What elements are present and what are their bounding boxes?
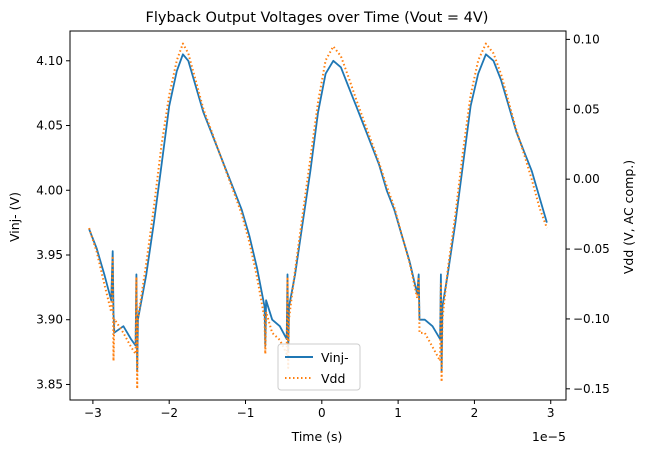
x-tick-label: −3 [84, 406, 102, 420]
y-left-tick-label: 4.05 [36, 119, 63, 133]
x-tick-label: −2 [160, 406, 178, 420]
legend: Vinj- Vdd [277, 343, 361, 391]
y-axis-left-label: Vinj- (V) [7, 192, 22, 242]
legend-label-vdd: Vdd [321, 371, 345, 386]
y-left-tick-label: 3.90 [36, 313, 63, 327]
y-left-tick-label: 3.95 [36, 248, 63, 262]
chart-title: Flyback Output Voltages over Time (Vout … [146, 10, 489, 26]
axes-layer: −3 −2 −1 0 1 2 3 3.85 3.90 3.95 4.00 4.05 4.10 −0.15 −… [36, 30, 610, 420]
plot-frame [69, 30, 567, 401]
x-tick-label: 2 [471, 406, 479, 420]
y-left-tick-label: 4.00 [36, 183, 63, 197]
series-line-vinj [88, 53, 548, 373]
y-right-tick-label: −0.10 [573, 312, 610, 326]
y-left-tick-label: 3.85 [36, 377, 63, 391]
x-axis-offset-label: 1e−5 [532, 429, 566, 444]
x-tick-label: 3 [547, 406, 555, 420]
series-layer [88, 42, 548, 390]
y-right-tick-label: 0.10 [573, 32, 600, 46]
y-left-tick-label: 4.10 [36, 54, 63, 68]
series-line-vdd [88, 42, 548, 390]
x-axis-label: Time (s) [291, 429, 343, 444]
y-right-tick-label: −0.05 [573, 242, 610, 256]
y-axis-right-label: Vdd (V, AC comp.) [621, 160, 636, 274]
y-right-tick-label: 0.00 [573, 172, 600, 186]
x-tick-label: 1 [394, 406, 402, 420]
y-right-tick-label: −0.15 [573, 382, 610, 396]
y-right-tick-label: 0.05 [573, 102, 600, 116]
x-tick-label: −1 [237, 406, 255, 420]
legend-label-vinj: Vinj- [321, 350, 349, 365]
x-tick-label: 0 [318, 406, 326, 420]
